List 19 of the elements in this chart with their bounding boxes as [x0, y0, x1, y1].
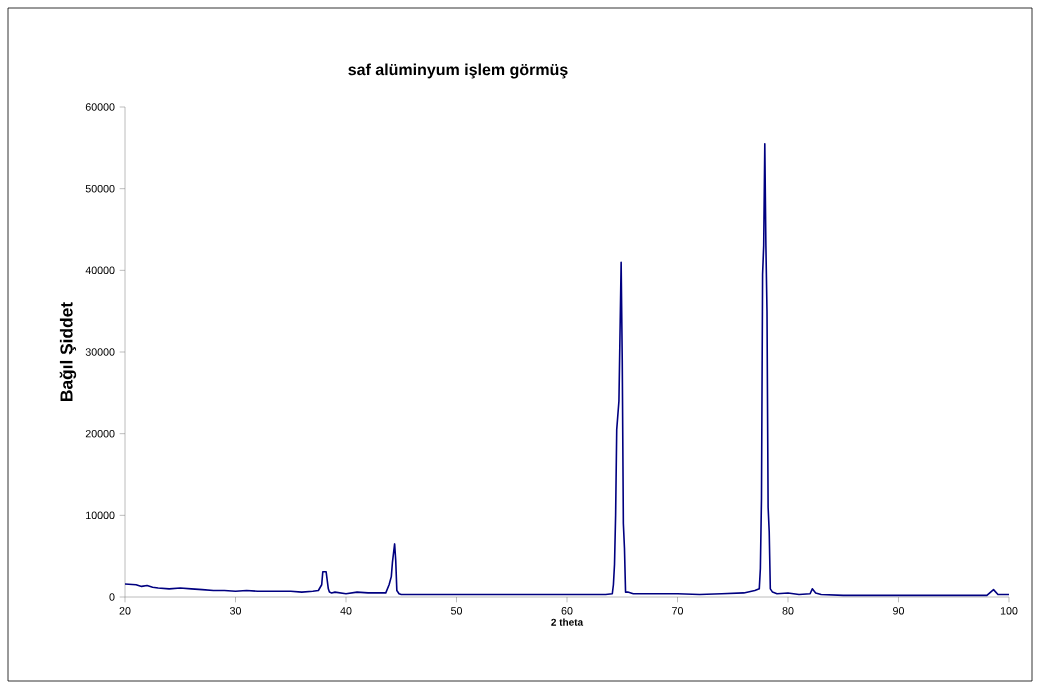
x-tick-label: 40 [340, 607, 352, 615]
x-tick-label: 60 [561, 607, 573, 615]
y-tick-label: 50000 [85, 184, 115, 193]
y-tick-label: 10000 [86, 511, 115, 520]
x-tick-label: 90 [893, 607, 905, 615]
x-tick-label: 30 [229, 607, 242, 615]
x-tick-label: 100 [1000, 607, 1018, 615]
y-tick-label: 40000 [85, 266, 115, 275]
y-tick-label: 0 [109, 593, 115, 601]
y-tick-label: 20000 [85, 429, 115, 438]
x-tick-label: 50 [450, 607, 463, 615]
y-axis-title: Bağıl Şiddet [59, 302, 77, 401]
x-tick-label: 20 [119, 607, 131, 615]
chart-title: saf alüminyum işlem görmüş [348, 63, 568, 79]
y-tick-label: 30000 [85, 348, 115, 356]
x-tick-label: 70 [672, 607, 684, 615]
x-tick-label: 80 [782, 607, 794, 615]
x-axis-title: 2 theta [551, 618, 584, 626]
y-tick-label: 60000 [85, 103, 115, 111]
